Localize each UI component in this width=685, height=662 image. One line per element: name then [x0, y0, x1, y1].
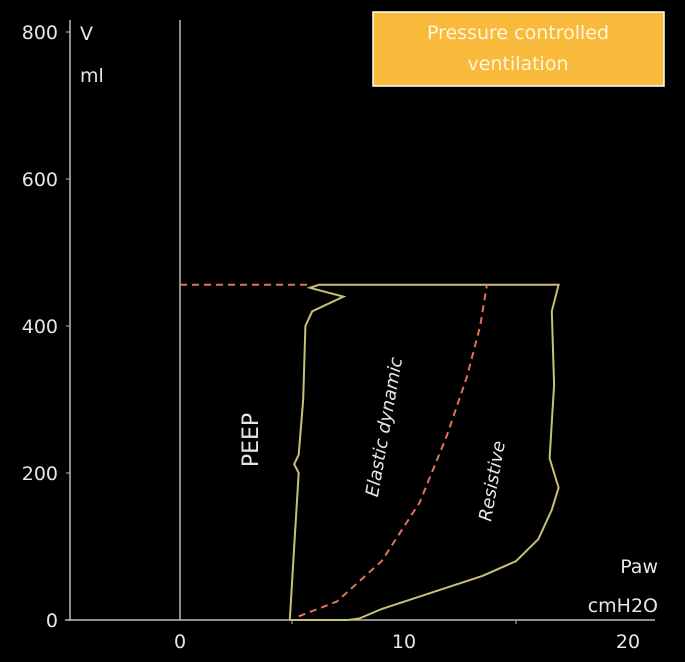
dashed-reference-line	[298, 284, 488, 618]
y-tick-label: 800	[22, 22, 58, 44]
annotation-resistive: Resistive	[475, 439, 510, 523]
annotation-peep: PEEP	[239, 413, 264, 467]
x-tick-label: 20	[616, 631, 640, 653]
y-tick-label: 400	[22, 316, 58, 338]
x-label: Paw	[620, 556, 658, 578]
title-line-1: Pressure controlled	[427, 22, 609, 44]
annotation-elastic-dynamic: Elastic dynamic	[362, 355, 407, 498]
title-line-2: ventilation	[467, 53, 568, 75]
y-tick-label: 200	[22, 463, 58, 485]
y-tick-label: 0	[46, 610, 58, 632]
x-tick-label: 10	[392, 631, 416, 653]
y-unit: ml	[80, 65, 104, 87]
y-tick-label: 600	[22, 169, 58, 191]
title-box: Pressure controlled ventilation	[372, 11, 665, 87]
y-label: V	[80, 23, 93, 45]
x-tick-label: 0	[174, 631, 186, 653]
pressure-volume-loop	[288, 283, 560, 621]
x-unit: cmH2O	[588, 595, 658, 617]
